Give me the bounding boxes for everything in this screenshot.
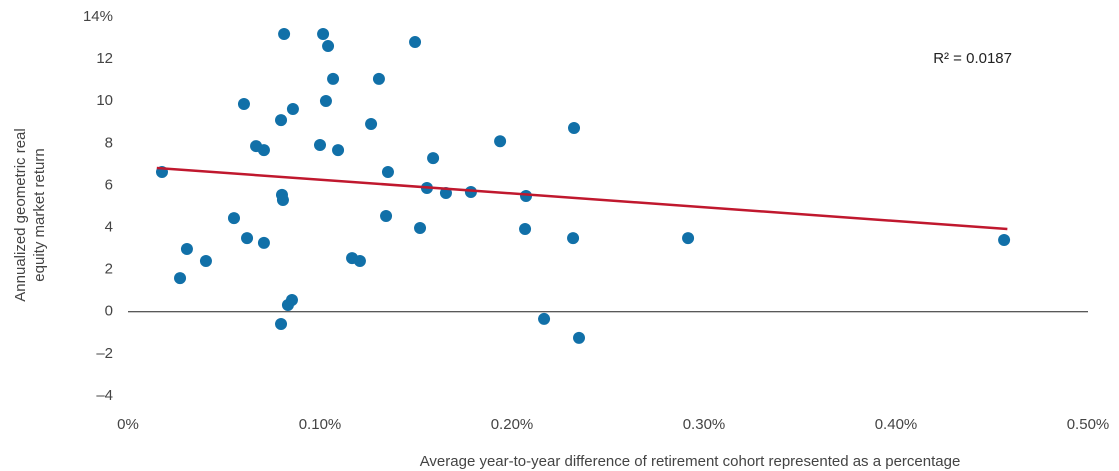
y-tick-label: 4 <box>105 219 113 236</box>
data-point <box>174 272 187 285</box>
r-squared-annotation: R² = 0.0187 <box>933 50 1012 67</box>
data-point <box>568 121 581 134</box>
y-axis-title: equity market return <box>31 148 48 281</box>
data-point <box>682 232 695 245</box>
x-tick-label: 0.30% <box>683 416 726 433</box>
data-point <box>519 223 532 236</box>
data-point <box>237 97 250 110</box>
data-point <box>381 165 394 178</box>
data-point <box>520 189 533 202</box>
data-point <box>257 144 270 157</box>
data-point <box>464 185 477 198</box>
data-point <box>278 28 291 41</box>
y-tick-label: –4 <box>96 387 113 404</box>
data-point <box>275 114 288 127</box>
data-point <box>353 255 366 268</box>
data-point <box>199 255 212 268</box>
data-point <box>332 144 345 157</box>
data-point <box>567 232 580 245</box>
data-point <box>317 28 330 41</box>
data-point <box>427 152 440 165</box>
data-point <box>275 317 288 330</box>
data-point <box>409 36 422 49</box>
data-point <box>538 312 551 325</box>
y-tick-label: 0 <box>105 303 113 320</box>
data-point <box>319 95 332 108</box>
data-point <box>241 232 254 245</box>
x-tick-label: 0.40% <box>875 416 918 433</box>
data-point <box>322 40 335 53</box>
x-tick-label: 0% <box>117 416 139 433</box>
y-tick-label: –2 <box>96 345 113 362</box>
data-point <box>327 72 340 85</box>
data-point <box>257 236 270 249</box>
y-tick-label: 6 <box>105 176 113 193</box>
y-tick-label: 14% <box>83 8 113 25</box>
y-tick-label: 2 <box>105 261 113 278</box>
data-point <box>380 209 393 222</box>
x-tick-label: 0.50% <box>1067 416 1110 433</box>
trend-line <box>156 166 1008 231</box>
data-point <box>314 139 326 152</box>
data-point <box>285 293 298 306</box>
data-point <box>365 117 378 130</box>
data-point <box>573 331 586 344</box>
y-axis-title: Annualized geometric real <box>12 128 29 301</box>
data-point <box>998 233 1011 246</box>
x-tick-label: 0.10% <box>299 416 342 433</box>
data-point <box>494 135 507 148</box>
data-point <box>286 103 299 116</box>
data-point <box>180 243 193 256</box>
x-tick-label: 0.20% <box>491 416 534 433</box>
y-tick-label: 12 <box>96 50 113 67</box>
data-point <box>227 212 240 225</box>
data-point <box>372 72 385 85</box>
data-point <box>414 221 427 234</box>
y-tick-label: 8 <box>105 134 113 151</box>
y-tick-label: 10 <box>96 92 113 109</box>
x-axis-title: Average year-to-year difference of retir… <box>420 453 961 470</box>
data-point <box>276 193 289 206</box>
